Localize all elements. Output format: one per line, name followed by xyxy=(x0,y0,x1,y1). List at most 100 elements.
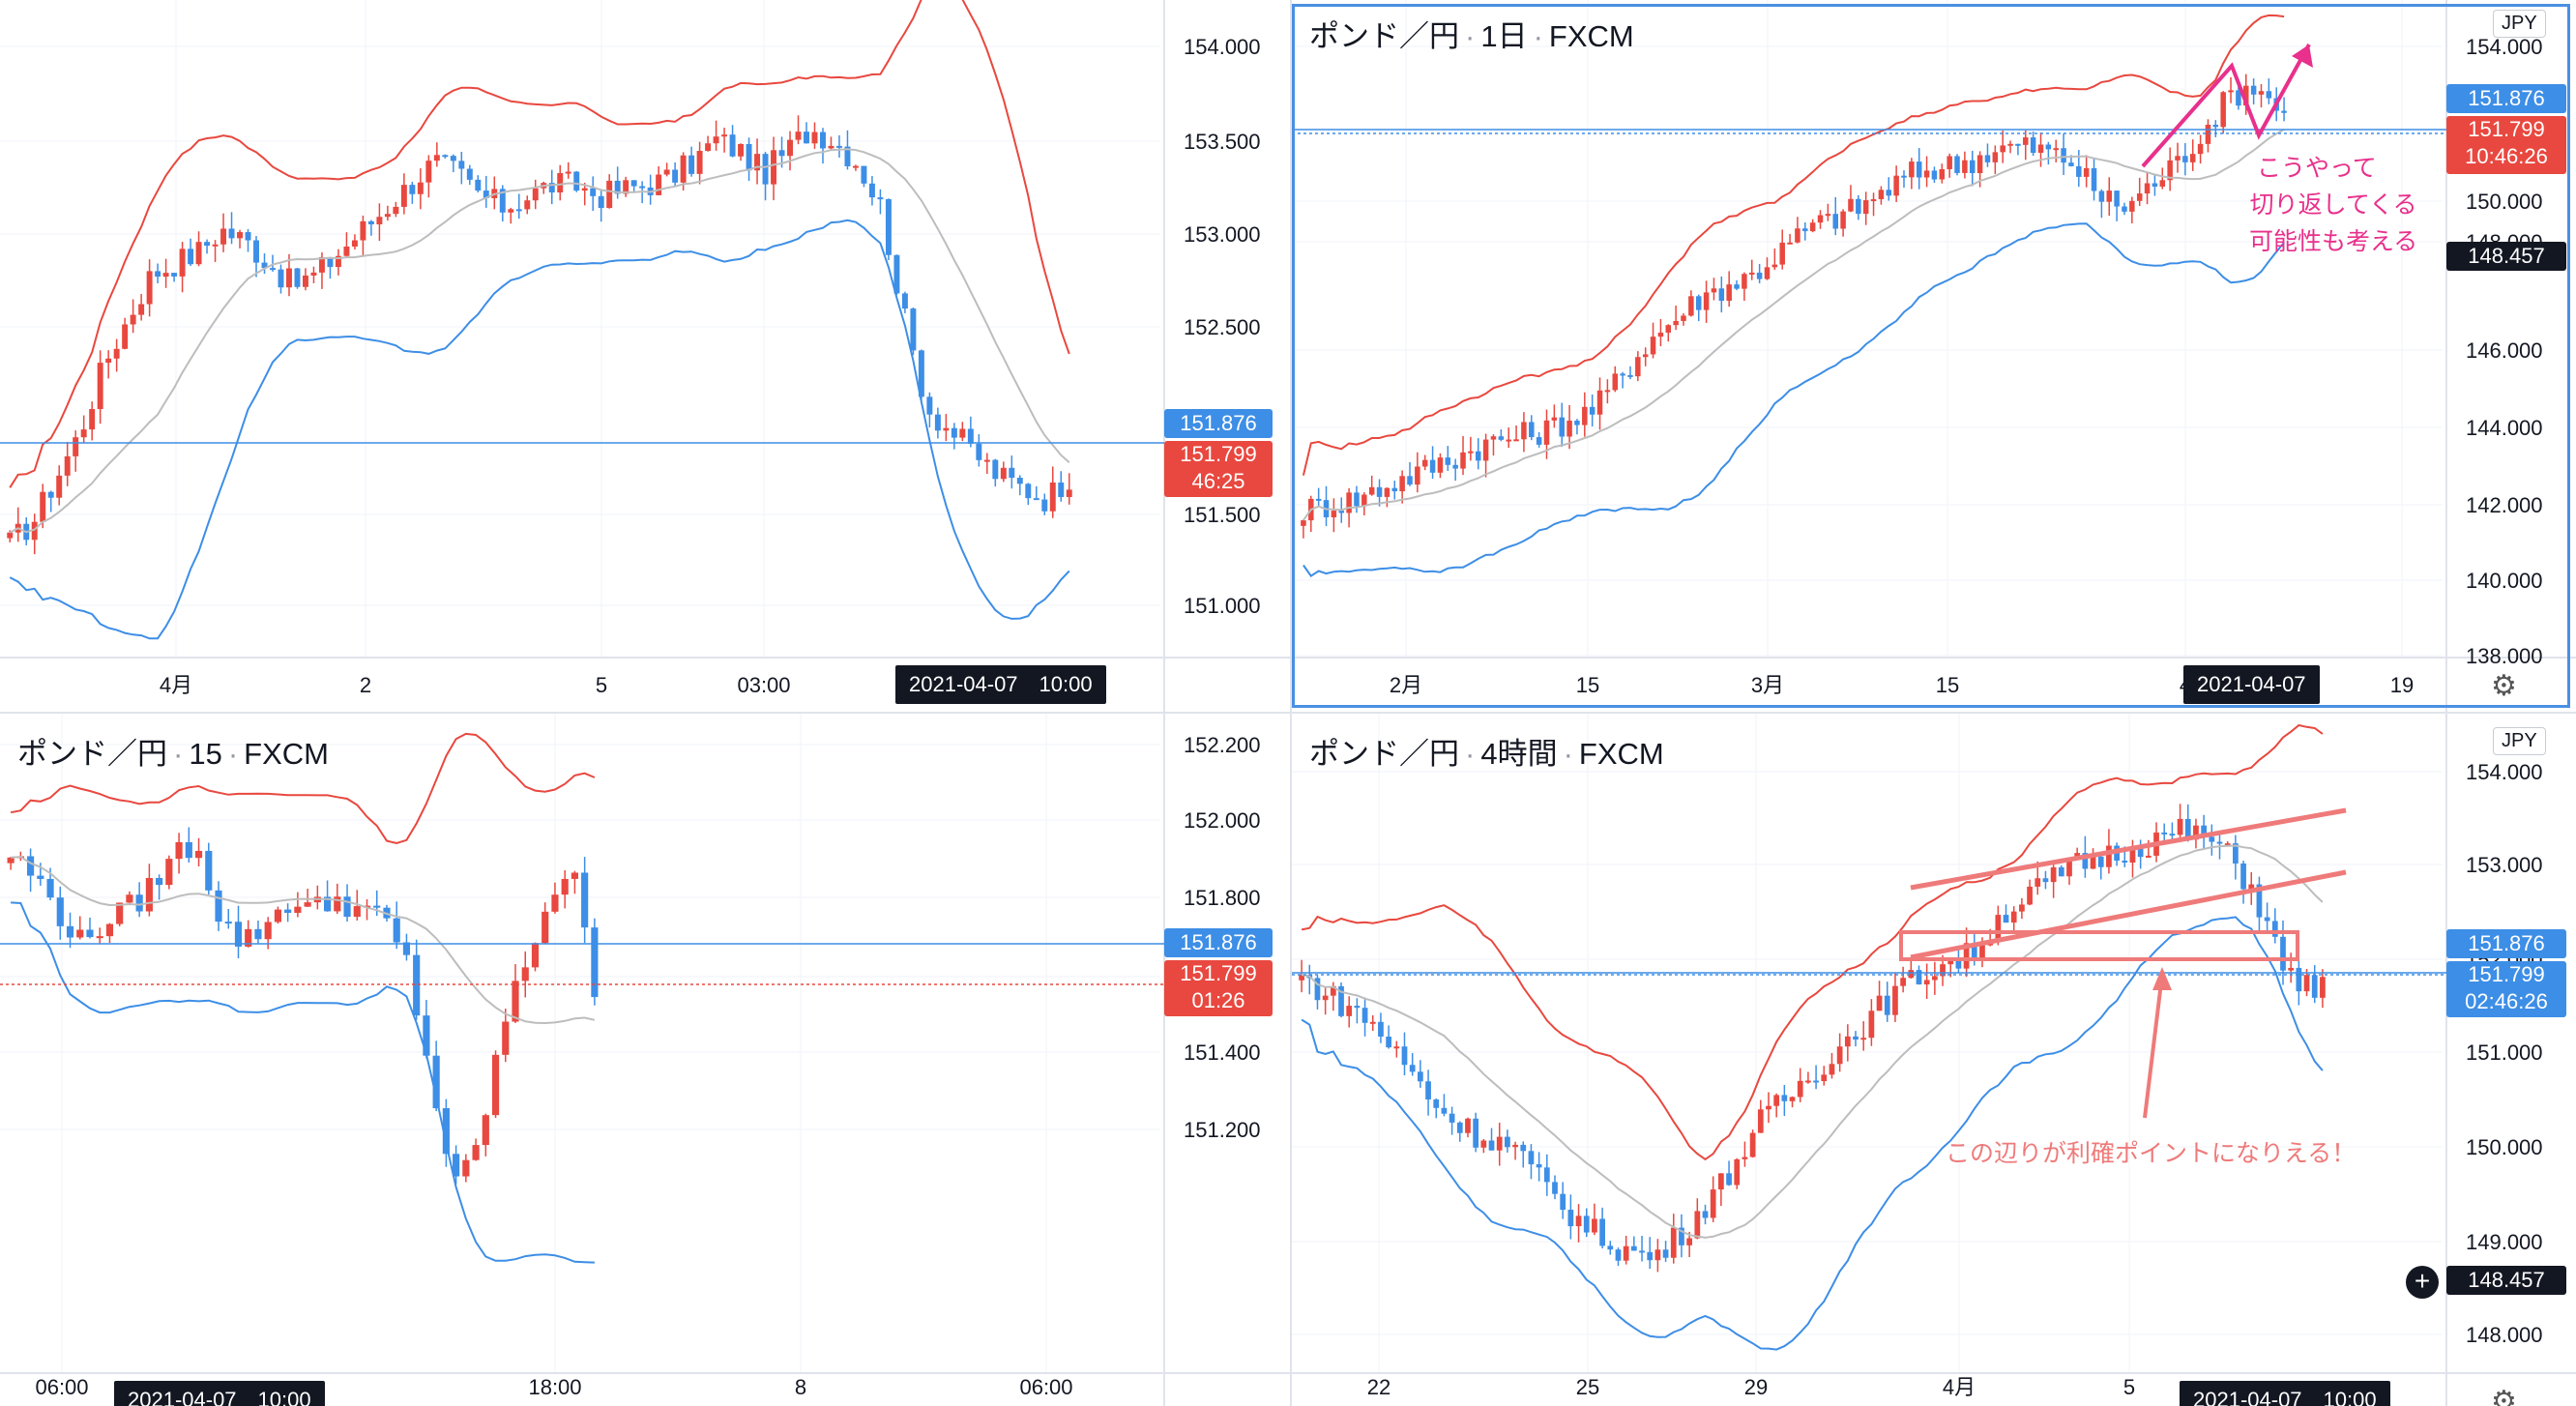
currency-button[interactable]: JPY xyxy=(2493,10,2546,38)
candle-body xyxy=(2122,206,2127,212)
candle-body xyxy=(2209,836,2215,842)
candle-body xyxy=(2169,834,2176,836)
candle-body xyxy=(234,922,243,947)
candle-body xyxy=(992,459,999,480)
candle-body xyxy=(483,190,489,198)
gear-icon[interactable]: ⚙ xyxy=(2491,670,2517,702)
candle-body xyxy=(1984,155,1991,162)
chart-title: ポンド／円 · 15 · FXCM xyxy=(17,737,329,771)
candle-body xyxy=(2250,85,2257,95)
panel-separator-vertical[interactable] xyxy=(1290,0,1292,1406)
candle-body xyxy=(868,183,875,198)
candle-body xyxy=(521,967,529,981)
candle-body xyxy=(318,256,325,273)
chart-svg-4[interactable]: 154.000153.000152.000151.000150.000149.0… xyxy=(1292,714,2576,1406)
price-tick-label: 146.000 xyxy=(2466,338,2543,363)
price-tick-label: 151.400 xyxy=(1184,1040,1261,1065)
candle-body xyxy=(286,268,292,288)
time-tick-label: 06:00 xyxy=(1019,1375,1072,1399)
gear-icon[interactable]: ⚙ xyxy=(2491,1386,2517,1406)
candle-body xyxy=(1552,1182,1558,1194)
candle-body xyxy=(1354,492,1360,507)
candle-body xyxy=(294,268,301,287)
candle-body xyxy=(2296,967,2302,992)
candle-body xyxy=(171,273,178,277)
countdown: 46:25 xyxy=(1191,469,1245,493)
source-label: FXCM xyxy=(1548,19,1634,53)
candle-body xyxy=(373,905,381,908)
candle-body xyxy=(811,132,818,144)
candle-body xyxy=(1923,170,1930,178)
candle-body xyxy=(639,186,646,189)
candle-body xyxy=(1599,1218,1605,1246)
candle-body xyxy=(1620,373,1625,376)
candle-body xyxy=(672,169,679,183)
candle-body xyxy=(1393,1046,1400,1049)
candle-body xyxy=(89,409,96,430)
chart-panel-top-left[interactable]: 154.000 153.500 153.000 152.500 151.500 151.0… xyxy=(0,0,1290,712)
crosshair-date-label: 2021-04-07 10:00 xyxy=(895,665,1106,704)
candle-body xyxy=(66,925,74,938)
currency-button[interactable]: JPY xyxy=(2493,727,2546,755)
countdown: 02:46:26 xyxy=(2465,989,2548,1013)
candle-body xyxy=(146,271,153,305)
time-tick-label: 22 xyxy=(1367,1375,1390,1399)
candle-body xyxy=(1670,1227,1677,1258)
chart-panel-bottom-right[interactable]: 154.000 153.000 152.000 151.000 150.000 149.0… xyxy=(1292,714,2576,1406)
candle-body xyxy=(1025,483,1032,499)
price-tick-label: 150.000 xyxy=(2466,1135,2543,1159)
candle-body xyxy=(1512,1144,1518,1148)
candle-body xyxy=(1825,214,1831,217)
candle-body xyxy=(126,894,133,903)
candle-body xyxy=(551,894,559,912)
bollinger-lower xyxy=(9,219,1070,640)
candle-body xyxy=(245,232,251,241)
candle-body xyxy=(1844,1036,1851,1047)
candle-body xyxy=(1979,945,1985,958)
candle-body xyxy=(1773,1095,1780,1106)
candle-body xyxy=(145,877,153,912)
candle-body xyxy=(393,918,400,943)
last-price: 151.799 xyxy=(1180,961,1257,985)
price-tick-label: 140.000 xyxy=(2466,569,2543,593)
candle-body xyxy=(2034,878,2041,887)
candle-body xyxy=(1496,1136,1503,1151)
candle-body xyxy=(205,850,213,891)
chart-svg-3[interactable]: 152.200152.000151.800151.600151.400151.2… xyxy=(0,714,1290,1406)
candle-body xyxy=(1630,1245,1637,1251)
chart-svg-2[interactable]: 154.000150.000148.000146.000144.000142.0… xyxy=(1292,0,2576,712)
candle-body xyxy=(1787,242,1793,245)
candle-body xyxy=(188,249,194,265)
candle-body xyxy=(1391,487,1398,492)
price-tag-high: 151.876 xyxy=(1164,928,1273,957)
chart-svg-1[interactable]: 154.000 153.500 153.000 152.500 151.500 151.0… xyxy=(0,0,1290,712)
candle-body xyxy=(409,185,416,194)
candle-body xyxy=(1589,406,1595,415)
candle-body xyxy=(1931,976,1938,981)
candle-body xyxy=(705,143,712,152)
candle-body xyxy=(237,232,244,239)
candle-body xyxy=(2189,154,2196,162)
candle-body xyxy=(284,909,292,913)
add-alert-icon[interactable]: + xyxy=(2406,1266,2439,1299)
chart-panel-bottom-left[interactable]: 152.200152.000151.800151.600151.400151.2… xyxy=(0,714,1290,1406)
time-tick-label: 19 xyxy=(2390,673,2414,697)
channel-line-lower xyxy=(1910,869,2347,960)
candle-body xyxy=(1378,1021,1384,1037)
candle-body xyxy=(2090,856,2096,869)
candle-body xyxy=(508,209,514,213)
candle-body xyxy=(951,427,957,438)
candle-body xyxy=(360,220,366,241)
candle-body xyxy=(1939,168,1946,180)
candle-body xyxy=(482,1115,489,1146)
candle-body xyxy=(1909,161,1915,178)
candle-body xyxy=(1711,288,1717,293)
candle-body xyxy=(1781,1095,1788,1101)
candle-body xyxy=(1384,487,1390,497)
candle-body xyxy=(334,896,341,912)
candle-body xyxy=(1338,511,1344,513)
chart-panel-top-right[interactable]: 154.000150.000148.000146.000144.000142.0… xyxy=(1292,0,2576,712)
candle-body xyxy=(1330,985,1336,996)
price-tag-last: 151.799 01:26 xyxy=(1164,960,1273,1016)
panel-separator-horizontal[interactable] xyxy=(0,712,2576,714)
